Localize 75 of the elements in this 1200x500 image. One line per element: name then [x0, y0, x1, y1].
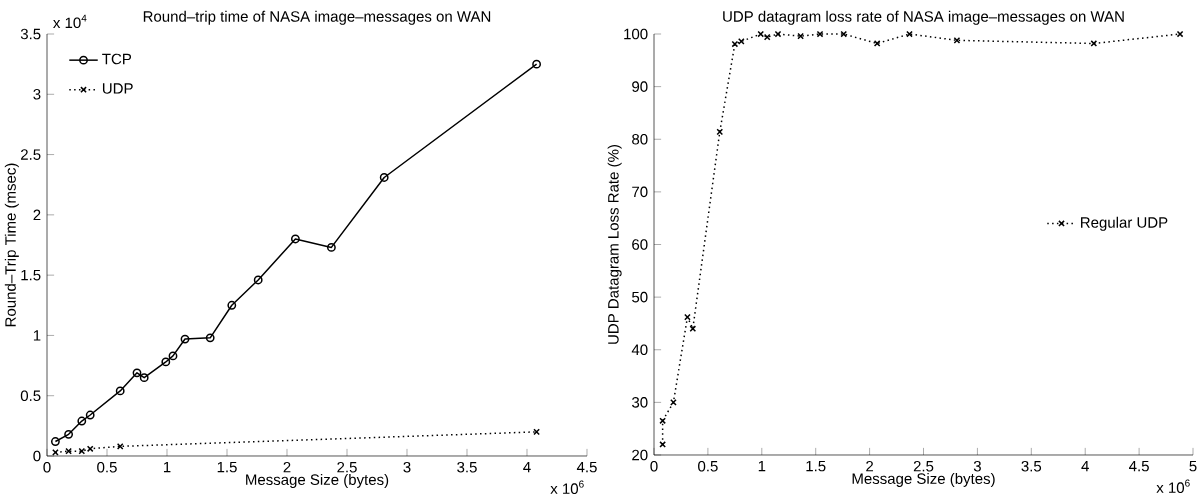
point	[205, 333, 215, 343]
x-tick-label: 3	[403, 461, 411, 473]
chart-title: UDP datagram loss rate of NASA image–messages on WAN	[723, 10, 1124, 25]
x-tick-label: 2.5	[913, 460, 934, 472]
point	[139, 373, 149, 383]
y-tick-label: 60	[632, 239, 648, 250]
point	[168, 351, 178, 361]
x-tick-label: 0	[43, 461, 51, 473]
x-tick-label: 1.5	[217, 461, 237, 473]
x-tick-label: 0.5	[97, 461, 117, 473]
point	[532, 59, 542, 69]
chart-title: Round–trip time of NASA image–messages on WAN	[143, 10, 491, 25]
x-tick-label: 3.5	[1021, 460, 1042, 472]
text: x 10$^{6}$	[550, 480, 584, 495]
y-tick-label: 50	[632, 291, 648, 303]
point	[227, 300, 237, 310]
y-tick-label: 2.5	[21, 149, 41, 160]
point	[115, 386, 125, 396]
point	[161, 357, 171, 367]
y-axis-title: UDP Datagram Loss Rate (%)	[607, 145, 622, 344]
text: x 10$^{6}$	[1156, 479, 1190, 494]
x-tick-label: 2.5	[337, 461, 357, 473]
x-tick-label: 3.5	[457, 461, 477, 473]
legend-label: Regular UDP	[1081, 216, 1168, 231]
y-tick-label: 0	[33, 450, 41, 462]
x-tick-label: 2	[283, 461, 291, 473]
y-tick-label: 70	[632, 186, 648, 198]
legend-label: UDP	[102, 83, 133, 94]
point	[50, 437, 60, 446]
x-tick-label: 1	[163, 461, 171, 473]
y-tick-label: 1.5	[21, 269, 41, 281]
y-tick-label: 30	[632, 397, 648, 408]
point	[180, 334, 190, 344]
point	[774, 30, 782, 38]
x-tick-label: 0	[650, 460, 658, 472]
point	[86, 445, 94, 453]
y-tick-label: 20	[632, 449, 648, 461]
point	[659, 441, 666, 448]
y-tick-label: 90	[632, 81, 648, 92]
x-tick-label: 0.5	[698, 460, 718, 472]
point	[816, 30, 824, 38]
y-tick-label: 0.5	[20, 390, 41, 402]
x-axis-title: Message Size (bytes)	[246, 473, 389, 488]
point	[52, 449, 59, 456]
text: x 10$^{4}$	[53, 14, 87, 29]
x-tick-label: 1.5	[806, 460, 826, 472]
x-tick-label: 5	[1189, 460, 1197, 472]
y-tick-label: 40	[631, 344, 648, 356]
point	[290, 234, 300, 244]
x-tick-label: 4	[1081, 460, 1089, 472]
x-tick-label: 1	[758, 460, 766, 472]
point	[85, 410, 95, 420]
x-tick-label: 4.5	[1129, 460, 1149, 472]
legend-label: TCP	[102, 53, 132, 65]
x-tick-label: 4.5	[576, 461, 597, 473]
point	[1176, 30, 1184, 38]
y-tick-label: 1	[33, 330, 41, 341]
point	[379, 173, 389, 182]
y-tick-label: 80	[632, 133, 648, 145]
point	[77, 416, 87, 426]
point	[78, 447, 86, 455]
x-tick-label: 2	[866, 460, 874, 472]
x-tick-label: 3	[973, 460, 981, 472]
x-tick-label: 4	[523, 461, 531, 473]
point	[132, 368, 142, 378]
point	[253, 275, 263, 285]
x-axis-title: Message Size (bytes)	[852, 472, 995, 487]
y-tick-label: 100	[624, 28, 648, 40]
point	[326, 243, 336, 252]
y-tick-label: 2	[33, 209, 41, 221]
y-axis-title: Round–Trip Time (msec)	[4, 163, 19, 327]
y-tick-label: 3	[33, 88, 41, 100]
point	[64, 429, 74, 439]
y-tick-label: 3.5	[20, 28, 41, 40]
point	[670, 399, 677, 406]
